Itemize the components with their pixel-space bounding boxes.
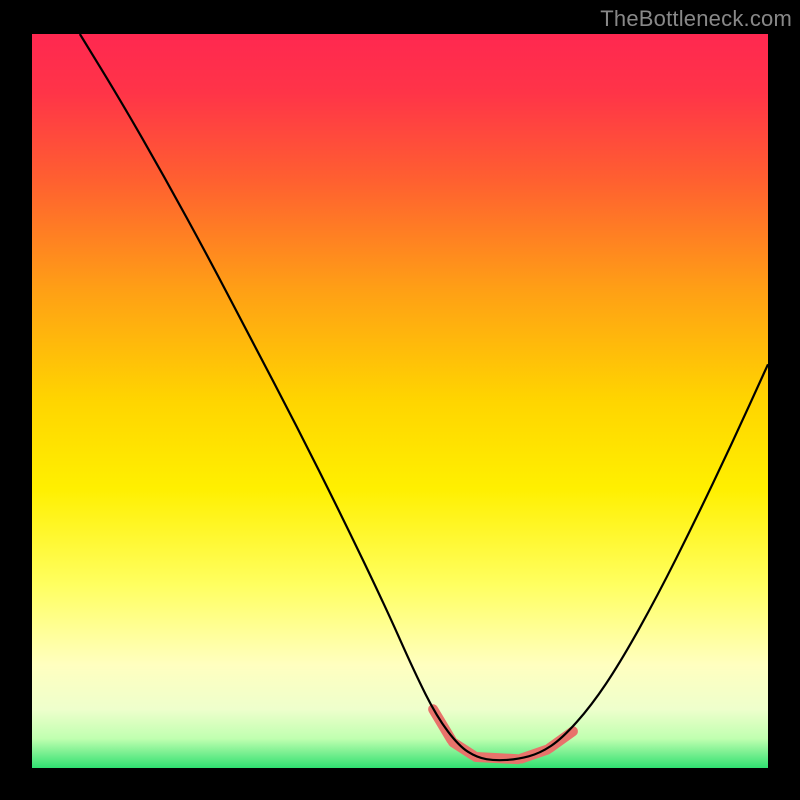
bottleneck-chart: TheBottleneck.com [0, 0, 800, 800]
plot-background [32, 34, 768, 768]
chart-svg [0, 0, 800, 800]
watermark-text: TheBottleneck.com [600, 6, 792, 32]
